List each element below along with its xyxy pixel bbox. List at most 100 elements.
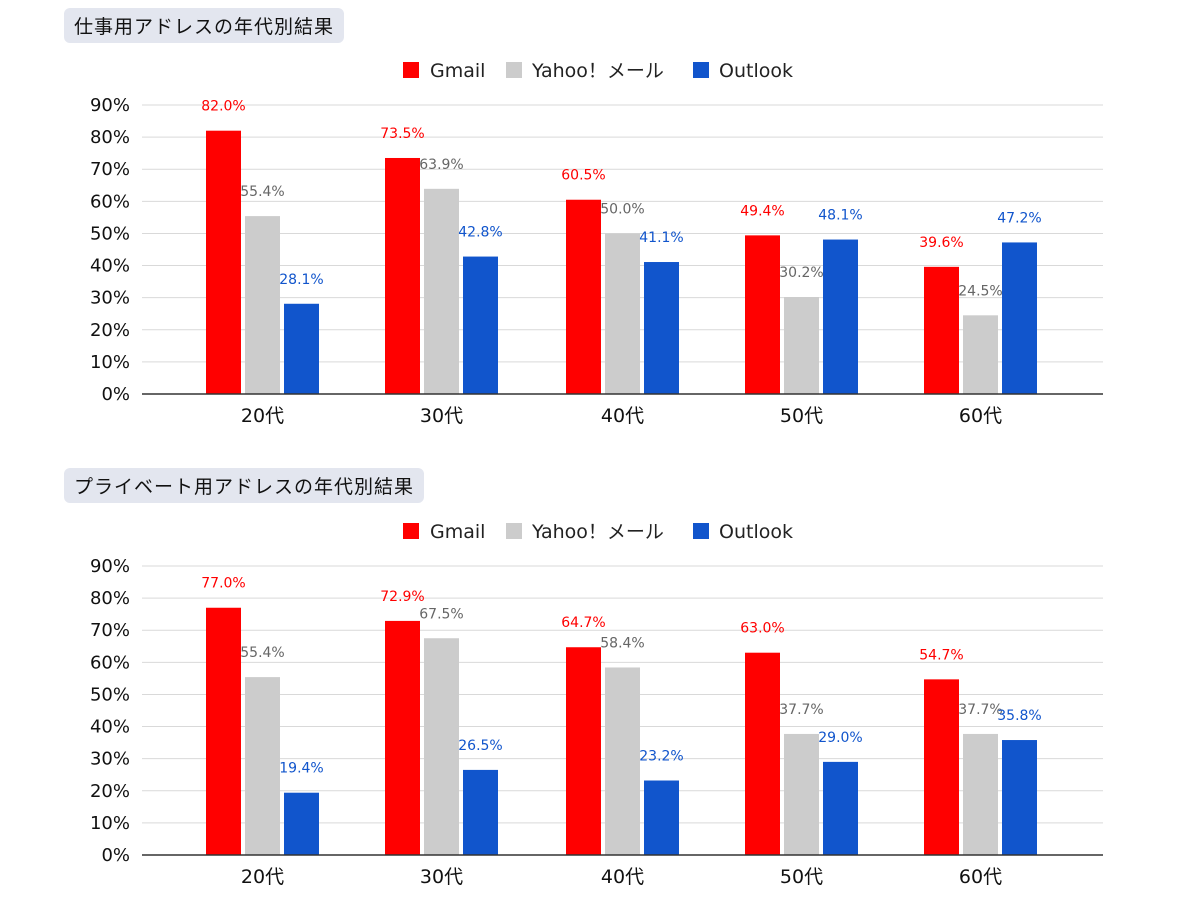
x-category-label: 50代 — [780, 405, 823, 425]
data-label-yahoo: 37.7% — [958, 702, 1002, 718]
bar-yahoo — [424, 188, 459, 394]
y-tick-label: 30% — [90, 288, 130, 309]
data-label-yahoo: 37.7% — [779, 702, 823, 718]
data-label-outlook: 35.8% — [997, 708, 1041, 724]
bar-gmail — [924, 679, 959, 855]
y-tick-label: 90% — [90, 95, 130, 116]
data-label-gmail: 72.9% — [380, 589, 424, 605]
x-category-label: 60代 — [959, 866, 1002, 886]
data-label-outlook: 41.1% — [639, 230, 683, 246]
legend-label-outlook: Outlook — [719, 521, 793, 543]
bar-outlook — [284, 792, 319, 855]
bar-gmail — [566, 647, 601, 855]
data-label-outlook: 26.5% — [458, 738, 502, 754]
legend-swatch-outlook — [693, 62, 709, 78]
x-category-label: 40代 — [601, 866, 644, 886]
data-label-gmail: 73.5% — [380, 126, 424, 142]
y-tick-label: 70% — [90, 620, 130, 641]
y-tick-label: 60% — [90, 191, 130, 212]
private-address-bar-chart: Gmail Yahoo！メール Outlook 0% 10% 20% 30% 40% 50% 60… — [90, 521, 1103, 886]
legend-swatch-gmail — [403, 523, 419, 539]
bar-outlook — [644, 262, 679, 394]
x-category-label: 20代 — [241, 866, 284, 886]
data-label-gmail: 60.5% — [561, 168, 605, 184]
bar-yahoo — [963, 733, 998, 855]
bar-yahoo — [245, 216, 280, 394]
y-tick-label: 40% — [90, 717, 130, 738]
data-label-yahoo: 24.5% — [958, 283, 1002, 299]
legend-swatch-yahoo — [506, 523, 522, 539]
y-tick-label: 60% — [90, 652, 130, 673]
y-tick-label: 0% — [101, 845, 130, 866]
y-tick-label: 0% — [101, 384, 130, 405]
x-category-label: 20代 — [241, 405, 284, 425]
bar-outlook — [463, 256, 498, 394]
legend-swatch-outlook — [693, 523, 709, 539]
bar-outlook — [1002, 740, 1037, 855]
data-label-outlook: 23.2% — [639, 749, 683, 765]
bar-outlook — [284, 303, 319, 394]
bar-gmail — [924, 266, 959, 394]
bar-gmail — [206, 130, 241, 394]
bar-outlook — [463, 769, 498, 855]
legend-swatch-gmail — [403, 62, 419, 78]
y-tick-label: 90% — [90, 556, 130, 577]
y-tick-label: 20% — [90, 320, 130, 341]
data-label-yahoo: 67.5% — [419, 606, 463, 622]
legend-label-outlook: Outlook — [719, 60, 793, 82]
data-label-outlook: 19.4% — [279, 761, 323, 777]
bar-yahoo — [605, 233, 640, 394]
y-tick-label: 20% — [90, 781, 130, 802]
x-category-label: 40代 — [601, 405, 644, 425]
y-tick-label: 10% — [90, 352, 130, 373]
data-label-outlook: 28.1% — [279, 272, 323, 288]
y-tick-label: 50% — [90, 684, 130, 705]
work-address-bar-chart: Gmail Yahoo！メール Outlook 0% 10% 20% 30% 40% 50% 60… — [90, 60, 1103, 425]
y-tick-label: 50% — [90, 223, 130, 244]
bar-yahoo — [963, 315, 998, 394]
y-tick-label: 80% — [90, 127, 130, 148]
data-label-gmail: 49.4% — [740, 203, 784, 219]
legend-label-yahoo: Yahoo！メール — [531, 521, 664, 543]
data-label-gmail: 39.6% — [919, 235, 963, 251]
bar-outlook — [823, 239, 858, 394]
bar-yahoo — [784, 297, 819, 394]
bar-gmail — [206, 607, 241, 855]
data-label-yahoo: 58.4% — [600, 635, 644, 651]
private-chart-title: プライベート用アドレスの年代別結果 — [64, 468, 425, 503]
bar-gmail — [745, 652, 780, 855]
data-label-gmail: 77.0% — [201, 576, 245, 592]
data-label-outlook: 48.1% — [818, 208, 862, 224]
data-label-outlook: 42.8% — [458, 225, 502, 241]
bar-gmail — [385, 620, 420, 855]
bar-yahoo — [605, 667, 640, 855]
data-label-outlook: 29.0% — [818, 730, 862, 746]
data-label-yahoo: 30.2% — [779, 265, 823, 281]
bar-yahoo — [424, 638, 459, 855]
data-label-gmail: 64.7% — [561, 615, 605, 631]
bar-gmail — [566, 199, 601, 394]
x-category-label: 30代 — [420, 866, 463, 886]
y-tick-label: 10% — [90, 813, 130, 834]
legend-label-yahoo: Yahoo！メール — [531, 60, 664, 82]
bar-outlook — [1002, 242, 1037, 394]
bar-outlook — [823, 761, 858, 855]
bar-gmail — [385, 157, 420, 394]
y-tick-label: 40% — [90, 256, 130, 277]
legend-label-gmail: Gmail — [430, 521, 485, 543]
work-chart-title: 仕事用アドレスの年代別結果 — [64, 8, 345, 43]
data-label-yahoo: 50.0% — [600, 201, 644, 217]
data-label-outlook: 47.2% — [997, 210, 1041, 226]
legend-label-gmail: Gmail — [430, 60, 485, 82]
y-tick-label: 70% — [90, 159, 130, 180]
bar-yahoo — [784, 733, 819, 855]
x-category-label: 50代 — [780, 866, 823, 886]
data-label-yahoo: 55.4% — [240, 184, 284, 200]
bar-outlook — [644, 780, 679, 855]
data-label-yahoo: 63.9% — [419, 157, 463, 173]
bar-yahoo — [245, 677, 280, 855]
data-label-gmail: 63.0% — [740, 621, 784, 637]
x-category-label: 60代 — [959, 405, 1002, 425]
bar-gmail — [745, 235, 780, 394]
legend-swatch-yahoo — [506, 62, 522, 78]
